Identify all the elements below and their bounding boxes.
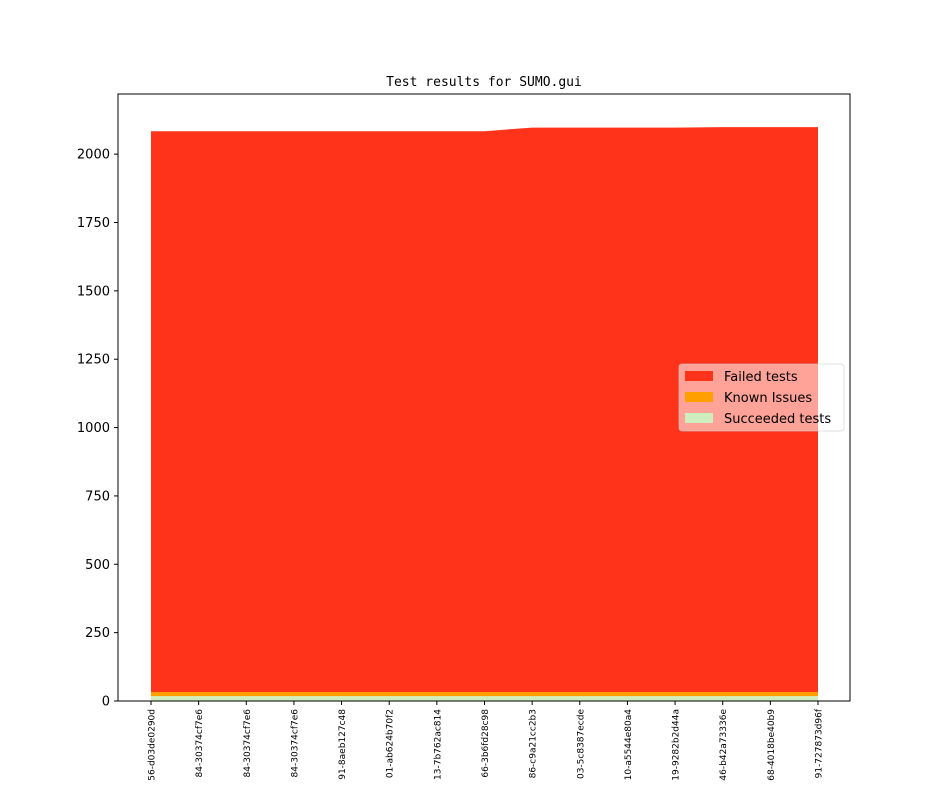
x-tick-label: 84-30374cf7e6: [243, 709, 253, 778]
area-layers: [151, 127, 818, 701]
legend-label: Failed tests: [724, 370, 798, 385]
legend-swatch: [685, 371, 713, 381]
y-tick-label: 1000: [77, 421, 110, 436]
y-tick-label: 750: [85, 489, 110, 504]
x-tick-label: 86-c9a21cc2b3: [529, 709, 539, 778]
area-known-issues: [151, 691, 818, 697]
x-tick-label: 66-3b6fd28c98: [481, 709, 491, 778]
y-tick-label: 500: [85, 558, 110, 573]
legend-label: Succeeded tests: [724, 412, 831, 427]
chart-title: Test results for SUMO.gui: [386, 75, 582, 90]
area-failed-tests: [151, 127, 818, 692]
x-tick-label: 84-30374cf7e6: [290, 709, 300, 778]
x-tick-label: 56-d03de0290d: [148, 709, 158, 781]
x-tick-label: 01-ab624b70f2: [386, 709, 396, 778]
legend-swatch: [685, 392, 713, 402]
y-tick-label: 0: [102, 695, 110, 710]
x-axis: 56-d03de0290d 84-30374cf7e6 84-30374cf7e6 8…: [148, 701, 825, 781]
x-tick-label: 91-8aeb127c48: [338, 709, 348, 780]
legend-box: [678, 363, 845, 432]
x-tick-label: 10-a5544e80a4: [624, 709, 634, 781]
x-tick-label: 91-727873d96f: [815, 708, 825, 778]
x-tick-label: 46-b42a73336e: [719, 709, 729, 781]
x-tick-label: 19-9282b2d44a: [672, 709, 682, 781]
x-tick-label: 03-5c8387ecde: [576, 709, 586, 779]
x-tick-label: 84-30374cf7e6: [195, 709, 205, 778]
x-tick-label: 13-7b762ac814: [433, 709, 443, 780]
x-tick-label: 68-4018be40b9: [767, 709, 777, 781]
legend-swatch: [685, 413, 713, 423]
area-succeeded-tests: [151, 696, 818, 701]
y-tick-label: 1250: [77, 353, 110, 368]
legend-label: Known Issues: [724, 391, 812, 406]
y-tick-label: 250: [85, 626, 110, 641]
legend: Failed tests Known Issues Succeeded tests: [678, 363, 845, 432]
y-tick-label: 1500: [77, 284, 110, 299]
y-axis: 0 250 500 750 1000 1250 1500 1750 2000: [77, 148, 118, 710]
y-tick-label: 1750: [77, 216, 110, 231]
y-tick-label: 2000: [77, 148, 110, 163]
